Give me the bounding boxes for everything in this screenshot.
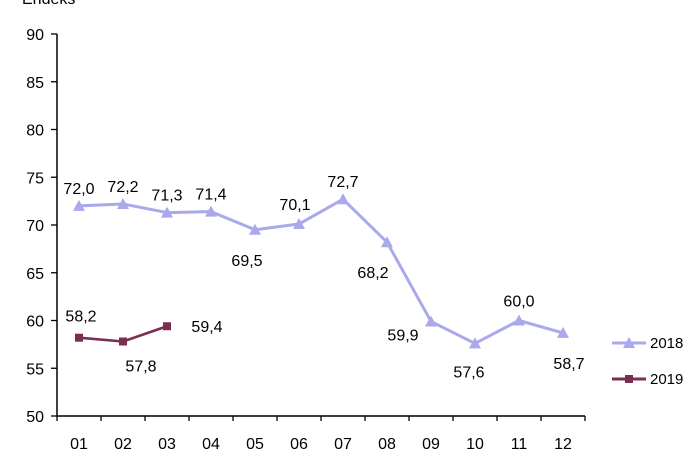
data-label: 57,6 xyxy=(453,364,484,381)
axes: 50 55 60 65 70 75 80 85 90 01 02 03 04 05 06 07 08 09 10 11… xyxy=(26,27,586,453)
x-tick-label: 02 xyxy=(114,436,132,453)
data-point-square xyxy=(75,333,83,342)
x-tick-label: 07 xyxy=(334,436,352,453)
y-tick-label: 80 xyxy=(26,123,44,140)
data-point-triangle xyxy=(205,205,217,217)
x-tick-label: 01 xyxy=(70,436,88,453)
data-point-triangle xyxy=(469,337,481,349)
data-point-triangle xyxy=(513,314,525,326)
data-label: 58,7 xyxy=(553,356,584,373)
data-point-triangle xyxy=(381,236,393,248)
legend-label: 2018 xyxy=(650,335,683,352)
x-tick-label: 11 xyxy=(511,436,528,453)
x-tick-label: 08 xyxy=(378,436,396,453)
data-point-triangle xyxy=(337,193,349,205)
data-point-triangle xyxy=(73,199,85,211)
data-point-square xyxy=(163,322,171,331)
legend-label: 2019 xyxy=(650,371,683,388)
data-point-square xyxy=(625,375,633,383)
data-point-triangle xyxy=(557,326,569,338)
y-tick-label: 85 xyxy=(26,75,44,92)
y-tick-label: 75 xyxy=(26,170,44,187)
legend-item-2019: 2019 xyxy=(612,371,683,388)
y-tick-label: 65 xyxy=(26,266,44,283)
data-label: 69,5 xyxy=(231,253,262,270)
data-point-triangle xyxy=(161,206,173,218)
series-line-2018 xyxy=(78,197,564,345)
x-tick-label: 03 xyxy=(158,436,176,453)
data-label: 70,1 xyxy=(279,197,310,214)
data-label: 72,2 xyxy=(107,179,138,196)
x-tick-label: 12 xyxy=(554,436,572,453)
x-tick-label: 09 xyxy=(422,436,440,453)
series-2018 xyxy=(73,193,569,349)
y-tick-label: 60 xyxy=(26,314,44,331)
data-label: 71,4 xyxy=(195,187,226,204)
legend: 2018 2019 xyxy=(612,335,683,388)
data-label: 72,7 xyxy=(327,174,358,191)
data-label: 57,8 xyxy=(125,359,156,376)
data-labels: 72,0 72,2 71,3 71,4 69,5 70,1 72,7 68,2 59,9 57,6… xyxy=(63,174,584,381)
data-point-triangle xyxy=(249,223,261,235)
y-axis-title: Endeks xyxy=(22,0,75,8)
y-tick-label: 50 xyxy=(26,409,44,426)
data-point-triangle xyxy=(117,197,129,209)
data-label: 60,0 xyxy=(503,294,534,311)
x-tick-label: 06 xyxy=(290,436,308,453)
x-tick-label: 10 xyxy=(466,436,484,453)
x-tick-label: 05 xyxy=(246,436,264,453)
y-tick-label: 90 xyxy=(26,27,44,44)
x-tick-label: 04 xyxy=(202,436,220,453)
y-tick-label: 70 xyxy=(26,218,44,235)
y-tick-label: 55 xyxy=(26,361,44,378)
legend-item-2018: 2018 xyxy=(612,335,683,352)
series-layer xyxy=(73,193,569,349)
data-label: 59,4 xyxy=(191,319,222,336)
data-label: 71,3 xyxy=(151,188,182,205)
data-label: 58,2 xyxy=(65,309,96,326)
series-2019 xyxy=(75,322,171,346)
data-point-square xyxy=(119,337,127,346)
data-point-triangle xyxy=(425,315,437,327)
data-label: 59,9 xyxy=(387,327,418,344)
data-point-triangle xyxy=(623,337,635,348)
data-label: 68,2 xyxy=(357,265,388,282)
data-label: 72,0 xyxy=(63,181,94,198)
data-point-triangle xyxy=(293,218,305,230)
